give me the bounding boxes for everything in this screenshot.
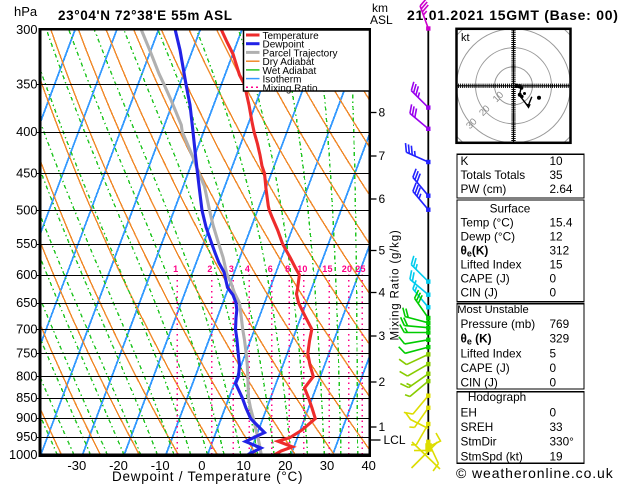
svg-text:km: km [372, 1, 388, 15]
svg-text:CAPE (J): CAPE (J) [461, 271, 510, 285]
svg-text:700: 700 [16, 321, 37, 336]
svg-text:40: 40 [361, 458, 375, 473]
svg-text:4: 4 [245, 264, 250, 274]
svg-text:CAPE (J): CAPE (J) [461, 361, 510, 375]
svg-text:Surface: Surface [490, 201, 531, 215]
svg-text:20: 20 [278, 458, 292, 473]
svg-text:35: 35 [550, 168, 564, 182]
svg-text:5: 5 [379, 244, 386, 258]
svg-text:15.4: 15.4 [550, 215, 573, 229]
svg-text:Mixing Ratio (g/kg): Mixing Ratio (g/kg) [390, 229, 402, 340]
svg-text:Parcel Trajectory: Parcel Trajectory [263, 48, 338, 59]
svg-text:6: 6 [268, 264, 273, 274]
svg-text:5: 5 [550, 346, 557, 360]
svg-text:8: 8 [285, 264, 290, 274]
svg-text:EH: EH [461, 405, 477, 419]
svg-text:10: 10 [236, 458, 250, 473]
svg-text:1000: 1000 [9, 447, 37, 462]
svg-text:Isotherm: Isotherm [263, 75, 302, 86]
svg-text:PW (cm): PW (cm) [461, 182, 507, 196]
svg-text:0: 0 [550, 271, 557, 285]
svg-text:30: 30 [320, 458, 334, 473]
svg-text:Dewp (°C): Dewp (°C) [461, 229, 516, 243]
svg-text:-20: -20 [109, 458, 128, 473]
svg-text:2.64: 2.64 [550, 182, 573, 196]
svg-text:-10: -10 [151, 458, 170, 473]
svg-text:800: 800 [16, 368, 37, 383]
svg-text:21.01.2021 15GMT (Base: 00): 21.01.2021 15GMT (Base: 00) [407, 7, 619, 23]
svg-text:2: 2 [207, 264, 212, 274]
svg-text:hPa: hPa [14, 4, 38, 19]
svg-text:7: 7 [379, 149, 386, 163]
svg-text:350: 350 [16, 77, 37, 92]
svg-text:0: 0 [198, 458, 205, 473]
svg-text:650: 650 [16, 295, 37, 310]
svg-text:Dewpoint: Dewpoint [263, 40, 305, 51]
svg-text:15: 15 [550, 257, 564, 271]
svg-text:CIN (J): CIN (J) [461, 376, 498, 390]
svg-text:550: 550 [16, 236, 37, 251]
svg-text:StmSpd (kt): StmSpd (kt) [461, 449, 523, 463]
svg-text:10: 10 [297, 264, 307, 274]
svg-text:15: 15 [322, 264, 332, 274]
svg-text:Pressure (mb): Pressure (mb) [461, 317, 536, 331]
svg-text:3: 3 [379, 329, 386, 343]
svg-text:25: 25 [355, 264, 365, 274]
svg-text:LCL: LCL [384, 433, 406, 447]
svg-text:600: 600 [16, 267, 37, 282]
svg-text:ASL: ASL [370, 13, 393, 27]
svg-text:Wet Adiabat: Wet Adiabat [263, 66, 317, 77]
svg-text:Totals Totals: Totals Totals [461, 168, 526, 182]
svg-text:769: 769 [550, 317, 570, 331]
svg-text:Dry Adiabat: Dry Adiabat [263, 57, 315, 68]
svg-text:0: 0 [550, 405, 557, 419]
svg-text:450: 450 [16, 165, 37, 180]
svg-text:-30: -30 [67, 458, 86, 473]
svg-text:20: 20 [342, 264, 352, 274]
svg-text:Temperature: Temperature [263, 31, 320, 42]
svg-text:© weatheronline.co.uk: © weatheronline.co.uk [456, 465, 614, 481]
svg-text:300: 300 [16, 22, 37, 37]
svg-text:8: 8 [379, 106, 386, 120]
svg-text:900: 900 [16, 410, 37, 425]
svg-text:Most Unstable: Most Unstable [457, 304, 529, 316]
svg-text:312: 312 [550, 243, 570, 257]
svg-text:1: 1 [379, 420, 386, 434]
svg-text:4: 4 [379, 286, 386, 300]
svg-text:6: 6 [379, 192, 386, 206]
svg-text:StmDir: StmDir [461, 435, 497, 449]
svg-text:33: 33 [550, 420, 564, 434]
svg-text:Temp (°C): Temp (°C) [461, 215, 514, 229]
svg-text:Lifted Index: Lifted Index [461, 346, 522, 360]
svg-text:Dewpoint / Temperature (°C): Dewpoint / Temperature (°C) [112, 469, 303, 484]
svg-text:400: 400 [16, 124, 37, 139]
svg-text:23°04'N 72°38'E 55m ASL: 23°04'N 72°38'E 55m ASL [58, 8, 233, 23]
svg-text:θe(K): θe(K) [461, 243, 489, 258]
svg-text:950: 950 [16, 429, 37, 444]
svg-text:3: 3 [229, 264, 234, 274]
svg-text:Mixing Ratio: Mixing Ratio [263, 83, 318, 94]
svg-text:0: 0 [550, 376, 557, 390]
svg-text:329: 329 [550, 332, 570, 346]
svg-text:θe (K): θe (K) [461, 332, 492, 347]
svg-text:750: 750 [16, 346, 37, 361]
svg-text:2: 2 [379, 375, 386, 389]
svg-text:330°: 330° [550, 435, 575, 449]
svg-text:K: K [461, 154, 469, 168]
svg-text:CIN (J): CIN (J) [461, 285, 498, 299]
svg-text:850: 850 [16, 390, 37, 405]
svg-text:0: 0 [550, 285, 557, 299]
svg-text:SREH: SREH [461, 420, 494, 434]
svg-text:0: 0 [550, 361, 557, 375]
svg-text:12: 12 [550, 229, 563, 243]
svg-text:19: 19 [550, 449, 563, 463]
svg-text:1: 1 [173, 264, 178, 274]
svg-text:10: 10 [550, 154, 564, 168]
svg-text:500: 500 [16, 203, 37, 218]
svg-text:Hodograph: Hodograph [468, 390, 526, 404]
svg-text:Lifted Index: Lifted Index [461, 257, 522, 271]
svg-text:kt: kt [461, 32, 470, 44]
